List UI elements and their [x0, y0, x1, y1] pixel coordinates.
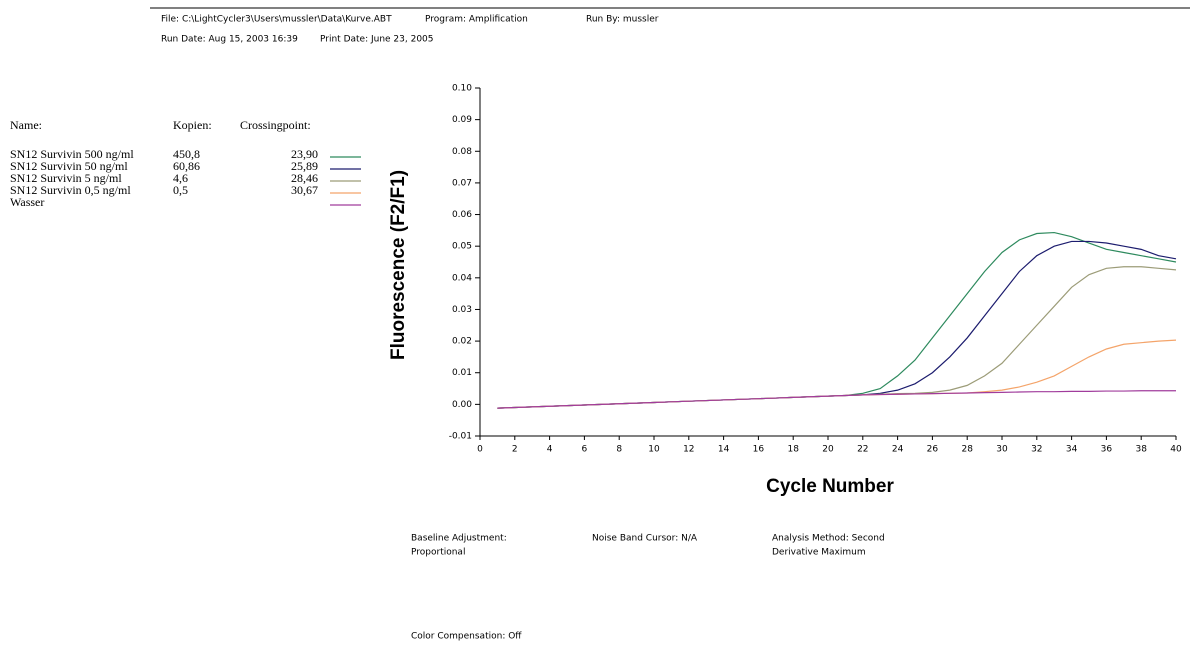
legend-crossingpoint: 28,46 — [291, 171, 318, 185]
y-tick-label: 0.00 — [452, 400, 472, 410]
x-tick-label: 40 — [1170, 445, 1182, 455]
series-line — [497, 266, 1177, 409]
legend-kopien: 60,86 — [173, 159, 200, 173]
legend-name: SN12 Survivin 0,5 ng/ml — [10, 183, 131, 197]
x-tick-label: 18 — [787, 445, 799, 455]
x-tick-label: 2 — [512, 445, 518, 455]
legend-name: Wasser — [10, 195, 44, 209]
y-tick-label: 0.03 — [452, 305, 472, 315]
legend-header: Crossingpoint: — [240, 118, 311, 132]
legend-name: SN12 Survivin 5 ng/ml — [10, 171, 122, 185]
color-compensation: Color Compensation: Off — [411, 632, 522, 642]
legend-kopien: 450,8 — [173, 147, 200, 161]
x-tick-label: 24 — [892, 445, 904, 455]
y-tick-label: -0.01 — [449, 432, 472, 442]
x-tick-label: 10 — [648, 445, 660, 455]
noise-band: Noise Band Cursor: N/A — [592, 534, 698, 544]
y-tick-label: 0.10 — [452, 84, 472, 94]
x-tick-label: 34 — [1066, 445, 1078, 455]
legend-crossingpoint: 30,67 — [291, 183, 318, 197]
x-tick-label: 36 — [1101, 445, 1113, 455]
y-axis-label: Fluorescence (F2/F1) — [388, 170, 409, 360]
y-tick-label: 0.04 — [452, 273, 472, 283]
legend-crossingpoint: 25,89 — [291, 159, 318, 173]
y-tick-label: 0.09 — [452, 115, 472, 125]
baseline: Baseline Adjustment: — [411, 534, 507, 544]
x-tick-label: 22 — [857, 445, 868, 455]
x-tick-label: 28 — [961, 445, 973, 455]
analysis: Derivative Maximum — [772, 548, 866, 558]
legend-header: Kopien: — [173, 118, 212, 132]
x-tick-label: 20 — [822, 445, 834, 455]
y-tick-label: 0.05 — [452, 242, 472, 252]
series-line — [497, 339, 1177, 409]
x-tick-label: 30 — [996, 445, 1008, 455]
legend-name: SN12 Survivin 50 ng/ml — [10, 159, 128, 173]
x-tick-label: 6 — [582, 445, 588, 455]
x-tick-label: 32 — [1031, 445, 1042, 455]
y-tick-label: 0.07 — [452, 178, 472, 188]
baseline: Proportional — [411, 548, 465, 558]
legend-name: SN12 Survivin 500 ng/ml — [10, 147, 134, 161]
series-line — [497, 390, 1176, 409]
legend-kopien: 0,5 — [173, 183, 188, 197]
x-tick-label: 12 — [683, 445, 694, 455]
print-date: Print Date: June 23, 2005 — [320, 35, 434, 45]
y-tick-label: 0.08 — [452, 147, 472, 157]
analysis: Analysis Method: Second — [772, 534, 885, 544]
x-tick-label: 4 — [547, 445, 553, 455]
x-tick-label: 16 — [753, 445, 765, 455]
x-tick-label: 14 — [718, 445, 730, 455]
y-tick-label: 0.01 — [452, 368, 472, 378]
legend-kopien: 4,6 — [173, 171, 188, 185]
x-tick-label: 38 — [1135, 445, 1147, 455]
run-date: Run Date: Aug 15, 2003 16:39 — [161, 35, 298, 45]
x-axis-label: Cycle Number — [766, 476, 894, 497]
legend-crossingpoint: 23,90 — [291, 147, 318, 161]
x-tick-label: 0 — [477, 445, 483, 455]
series-line — [497, 231, 1177, 409]
y-tick-label: 0.06 — [452, 210, 472, 220]
run-by: Run By: mussler — [586, 15, 659, 25]
x-tick-label: 26 — [927, 445, 939, 455]
series-line — [497, 240, 1177, 409]
file: File: C:\LightCycler3\Users\mussler\Data… — [161, 15, 392, 25]
y-tick-label: 0.02 — [452, 337, 472, 347]
program: Program: Amplification — [425, 15, 528, 25]
legend-header: Name: — [10, 118, 42, 132]
x-tick-label: 8 — [616, 445, 622, 455]
